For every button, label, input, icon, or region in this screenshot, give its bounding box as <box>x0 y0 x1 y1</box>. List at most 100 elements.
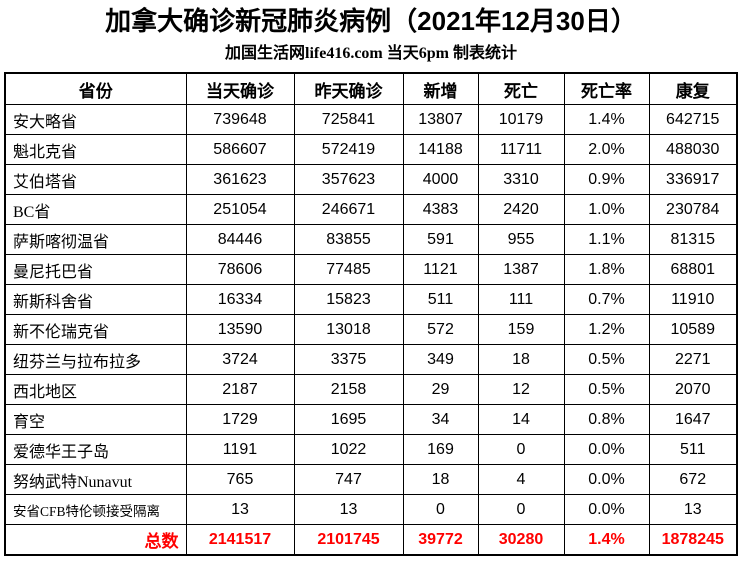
cell-yesterday-confirmed: 77485 <box>293 254 404 285</box>
cell-deaths: 955 <box>477 224 565 255</box>
table-row: 艾伯塔省 361623 357623 4000 3310 0.9% 336917 <box>4 164 738 195</box>
cell-recovered: 336917 <box>648 164 738 195</box>
cell-today-confirmed: 765 <box>185 464 295 495</box>
cell-recovered: 488030 <box>648 134 738 165</box>
table-row: 安省CFB特伦顿接受隔离 13 13 0 0 0.0% 13 <box>4 494 738 525</box>
cell-death-rate: 0.7% <box>563 284 650 315</box>
cell-deaths: 1387 <box>477 254 565 285</box>
cell-death-rate: 0.9% <box>563 164 650 195</box>
table-row: 努纳武特Nunavut 765 747 18 4 0.0% 672 <box>4 464 738 495</box>
cell-death-rate: 0.0% <box>563 464 650 495</box>
cell-today-confirmed: 361623 <box>185 164 295 195</box>
table-row: BC省 251054 246671 4383 2420 1.0% 230784 <box>4 194 738 225</box>
cell-recovered: 13 <box>648 494 738 525</box>
cell-yesterday-confirmed: 13 <box>293 494 404 525</box>
covid-stats-table: 省份 当天确诊 昨天确诊 新增 死亡 死亡率 康复 安大略省 739648 725841 1380… <box>4 72 738 556</box>
cell-today-confirmed: 1191 <box>185 434 295 465</box>
table-row: 新斯科舍省 16334 15823 511 111 0.7% 11910 <box>4 284 738 315</box>
cell-deaths: 11711 <box>477 134 565 165</box>
cell-death-rate: 1.2% <box>563 314 650 345</box>
cell-yesterday-confirmed: 15823 <box>293 284 404 315</box>
table-row: 魁北克省 586607 572419 14188 11711 2.0% 488030 <box>4 134 738 165</box>
cell-today-confirmed: 16334 <box>185 284 295 315</box>
total-new-cases: 39772 <box>402 524 479 556</box>
page-subtitle: 加国生活网life416.com 当天6pm 制表统计 <box>225 45 517 62</box>
cell-province: 萨斯喀彻温省 <box>4 224 187 255</box>
cell-province: 艾伯塔省 <box>4 164 187 195</box>
cell-deaths: 3310 <box>477 164 565 195</box>
table-row: 育空 1729 1695 34 14 0.8% 1647 <box>4 404 738 435</box>
total-death-rate: 1.4% <box>563 524 650 556</box>
col-header-deaths: 死亡 <box>477 72 565 105</box>
cell-deaths: 14 <box>477 404 565 435</box>
cell-province: BC省 <box>4 194 187 225</box>
cell-today-confirmed: 13590 <box>185 314 295 345</box>
cell-new-cases: 13807 <box>402 104 479 135</box>
cell-deaths: 2420 <box>477 194 565 225</box>
table-row: 曼尼托巴省 78606 77485 1121 1387 1.8% 68801 <box>4 254 738 285</box>
cell-province: 育空 <box>4 404 187 435</box>
page-title: 加拿大确诊新冠肺炎病例（2021年12月30日） <box>105 6 637 36</box>
cell-new-cases: 4383 <box>402 194 479 225</box>
cell-new-cases: 34 <box>402 404 479 435</box>
cell-recovered: 511 <box>648 434 738 465</box>
cell-death-rate: 2.0% <box>563 134 650 165</box>
cell-death-rate: 0.0% <box>563 434 650 465</box>
cell-recovered: 68801 <box>648 254 738 285</box>
cell-new-cases: 572 <box>402 314 479 345</box>
cell-province: 安省CFB特伦顿接受隔离 <box>4 494 187 525</box>
cell-today-confirmed: 3724 <box>185 344 295 375</box>
cell-new-cases: 511 <box>402 284 479 315</box>
cell-recovered: 230784 <box>648 194 738 225</box>
table-header-row: 省份 当天确诊 昨天确诊 新增 死亡 死亡率 康复 <box>4 72 738 105</box>
cell-deaths: 12 <box>477 374 565 405</box>
cell-province: 纽芬兰与拉布拉多 <box>4 344 187 375</box>
col-header-recovered: 康复 <box>648 72 738 105</box>
cell-recovered: 81315 <box>648 224 738 255</box>
total-recovered: 1878245 <box>648 524 738 556</box>
cell-deaths: 111 <box>477 284 565 315</box>
cell-yesterday-confirmed: 1022 <box>293 434 404 465</box>
cell-recovered: 11910 <box>648 284 738 315</box>
cell-recovered: 2271 <box>648 344 738 375</box>
cell-new-cases: 349 <box>402 344 479 375</box>
cell-yesterday-confirmed: 246671 <box>293 194 404 225</box>
cell-new-cases: 29 <box>402 374 479 405</box>
cell-province: 爱德华王子岛 <box>4 434 187 465</box>
cell-new-cases: 1121 <box>402 254 479 285</box>
cell-death-rate: 0.5% <box>563 374 650 405</box>
cell-death-rate: 1.1% <box>563 224 650 255</box>
cell-province: 努纳武特Nunavut <box>4 464 187 495</box>
table-row: 爱德华王子岛 1191 1022 169 0 0.0% 511 <box>4 434 738 465</box>
table-row: 安大略省 739648 725841 13807 10179 1.4% 642715 <box>4 104 738 135</box>
col-header-new-cases: 新增 <box>402 72 479 105</box>
cell-province: 魁北克省 <box>4 134 187 165</box>
col-header-today-confirmed: 当天确诊 <box>185 72 295 105</box>
table-row: 西北地区 2187 2158 29 12 0.5% 2070 <box>4 374 738 405</box>
cell-deaths: 0 <box>477 494 565 525</box>
cell-province: 新不伦瑞克省 <box>4 314 187 345</box>
cell-yesterday-confirmed: 357623 <box>293 164 404 195</box>
cell-today-confirmed: 2187 <box>185 374 295 405</box>
col-header-death-rate: 死亡率 <box>563 72 650 105</box>
cell-today-confirmed: 78606 <box>185 254 295 285</box>
cell-recovered: 2070 <box>648 374 738 405</box>
cell-today-confirmed: 84446 <box>185 224 295 255</box>
cell-death-rate: 0.0% <box>563 494 650 525</box>
cell-new-cases: 169 <box>402 434 479 465</box>
table-row: 萨斯喀彻温省 84446 83855 591 955 1.1% 81315 <box>4 224 738 255</box>
cell-province: 安大略省 <box>4 104 187 135</box>
cell-yesterday-confirmed: 83855 <box>293 224 404 255</box>
cell-death-rate: 1.8% <box>563 254 650 285</box>
table-row: 纽芬兰与拉布拉多 3724 3375 349 18 0.5% 2271 <box>4 344 738 375</box>
cell-new-cases: 591 <box>402 224 479 255</box>
cell-today-confirmed: 13 <box>185 494 295 525</box>
cell-today-confirmed: 1729 <box>185 404 295 435</box>
cell-yesterday-confirmed: 13018 <box>293 314 404 345</box>
cell-deaths: 159 <box>477 314 565 345</box>
table-row: 新不伦瑞克省 13590 13018 572 159 1.2% 10589 <box>4 314 738 345</box>
cell-yesterday-confirmed: 1695 <box>293 404 404 435</box>
total-deaths: 30280 <box>477 524 565 556</box>
cell-yesterday-confirmed: 725841 <box>293 104 404 135</box>
